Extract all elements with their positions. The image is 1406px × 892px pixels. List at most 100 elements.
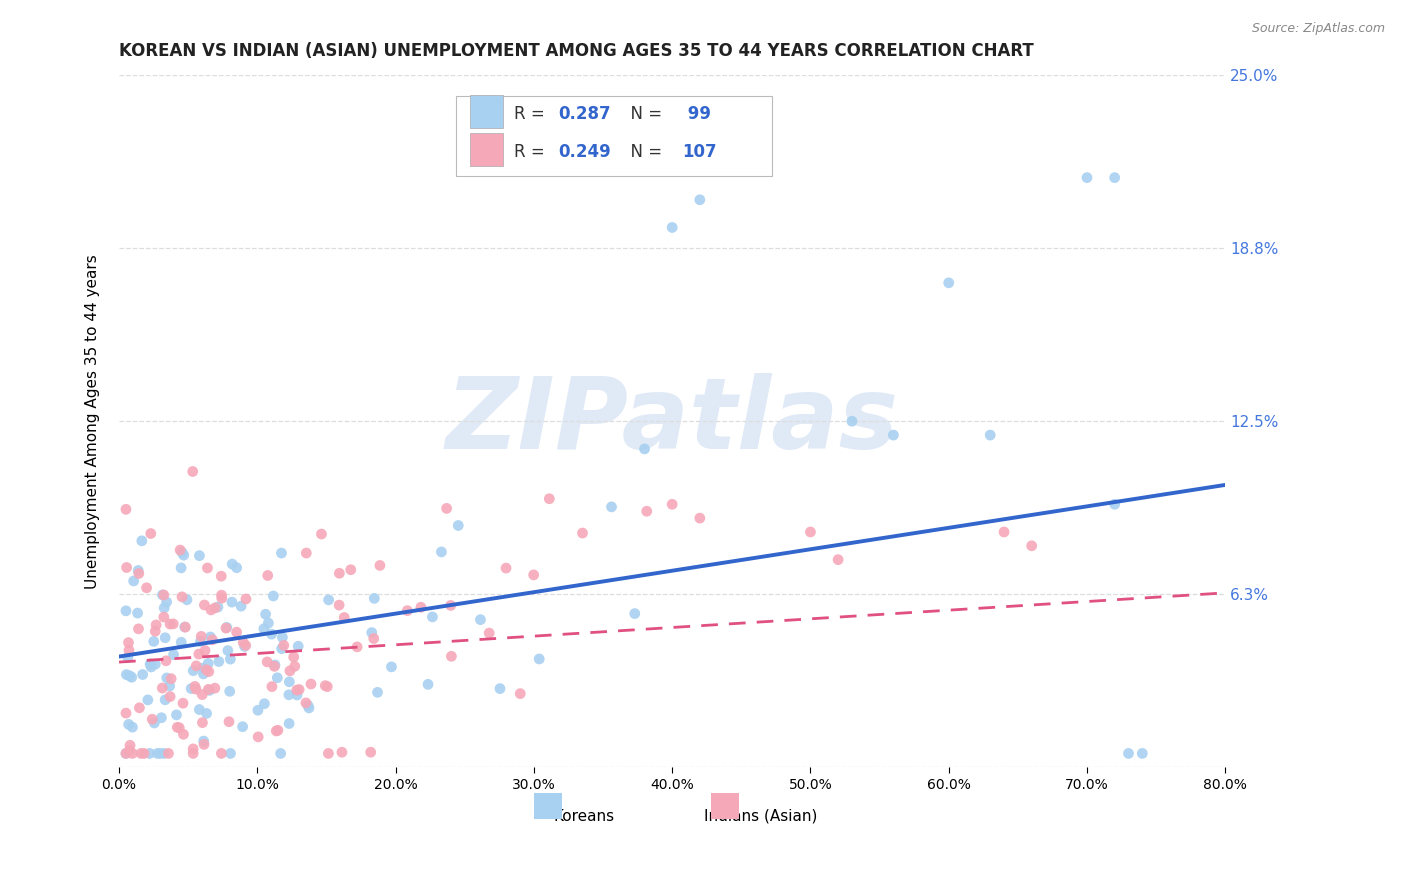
Point bbox=[882, 428, 904, 442]
Point bbox=[447, 518, 470, 533]
FancyBboxPatch shape bbox=[534, 793, 561, 819]
Point bbox=[297, 698, 319, 713]
Point bbox=[827, 552, 849, 566]
Point bbox=[115, 560, 138, 574]
Point bbox=[529, 652, 551, 666]
Point bbox=[141, 712, 163, 726]
Point bbox=[1104, 497, 1126, 511]
Point bbox=[470, 613, 492, 627]
Text: 99: 99 bbox=[682, 105, 711, 123]
Point bbox=[318, 747, 340, 761]
Point bbox=[193, 598, 215, 612]
Point bbox=[181, 465, 204, 479]
Point bbox=[295, 546, 318, 560]
Point bbox=[186, 658, 208, 673]
Point bbox=[246, 703, 269, 717]
Point bbox=[422, 610, 444, 624]
FancyBboxPatch shape bbox=[470, 95, 503, 128]
Point bbox=[197, 657, 219, 671]
Point bbox=[162, 648, 184, 662]
Point bbox=[278, 674, 301, 689]
Point bbox=[209, 747, 232, 761]
Point bbox=[260, 680, 283, 694]
Point bbox=[136, 693, 159, 707]
Point bbox=[264, 658, 287, 673]
Point bbox=[131, 533, 153, 548]
Point bbox=[409, 600, 432, 615]
Point bbox=[360, 745, 382, 759]
Point bbox=[191, 715, 214, 730]
Point bbox=[190, 629, 212, 643]
Point bbox=[218, 684, 240, 698]
Point bbox=[571, 526, 593, 541]
Point bbox=[278, 664, 301, 678]
Point bbox=[232, 720, 254, 734]
Point bbox=[278, 716, 301, 731]
Point bbox=[204, 600, 226, 615]
Point bbox=[143, 624, 166, 639]
Point bbox=[330, 745, 353, 759]
Point bbox=[204, 681, 226, 695]
Point bbox=[993, 524, 1015, 539]
Point bbox=[118, 739, 141, 753]
Point bbox=[146, 747, 169, 761]
Point bbox=[1118, 747, 1140, 761]
Point bbox=[188, 549, 211, 563]
Point bbox=[264, 723, 287, 738]
Point bbox=[380, 660, 402, 674]
Point bbox=[260, 627, 283, 641]
FancyBboxPatch shape bbox=[711, 793, 738, 819]
Point bbox=[311, 527, 333, 541]
Point bbox=[288, 682, 311, 697]
Point bbox=[118, 669, 141, 683]
Point bbox=[314, 679, 336, 693]
Point bbox=[689, 193, 711, 207]
Point bbox=[162, 616, 184, 631]
Point bbox=[184, 682, 207, 697]
Point bbox=[152, 588, 174, 602]
Point bbox=[285, 688, 308, 702]
Point bbox=[117, 717, 139, 731]
Point bbox=[523, 567, 546, 582]
Point bbox=[170, 635, 193, 649]
Point bbox=[155, 595, 177, 609]
Point bbox=[225, 560, 247, 574]
Point bbox=[270, 546, 292, 560]
Point bbox=[181, 742, 204, 756]
Point bbox=[318, 593, 340, 607]
Point bbox=[232, 635, 254, 649]
Point bbox=[153, 631, 176, 645]
Point bbox=[938, 276, 960, 290]
Text: N =: N = bbox=[620, 105, 668, 123]
Point bbox=[166, 707, 188, 722]
Point bbox=[166, 720, 188, 734]
Text: R =: R = bbox=[515, 105, 550, 123]
Point bbox=[143, 716, 166, 731]
Point bbox=[360, 625, 382, 640]
Point bbox=[201, 632, 224, 647]
Point bbox=[256, 655, 278, 669]
Point bbox=[221, 557, 243, 571]
Point bbox=[273, 639, 295, 653]
Point bbox=[367, 685, 389, 699]
Point bbox=[254, 607, 277, 622]
Point bbox=[235, 591, 257, 606]
Point bbox=[209, 569, 232, 583]
Point bbox=[142, 634, 165, 648]
FancyBboxPatch shape bbox=[470, 133, 503, 166]
Point bbox=[153, 610, 176, 624]
Point bbox=[173, 620, 195, 634]
Point bbox=[118, 743, 141, 757]
Point bbox=[257, 616, 280, 631]
Point bbox=[1104, 170, 1126, 185]
Point bbox=[169, 543, 191, 558]
Point bbox=[600, 500, 623, 514]
Text: 107: 107 bbox=[682, 143, 717, 161]
Point bbox=[333, 610, 356, 624]
Point bbox=[170, 590, 193, 604]
Point bbox=[191, 661, 214, 675]
FancyBboxPatch shape bbox=[457, 96, 772, 176]
Point bbox=[135, 581, 157, 595]
Point bbox=[193, 734, 215, 748]
Point bbox=[979, 428, 1001, 442]
